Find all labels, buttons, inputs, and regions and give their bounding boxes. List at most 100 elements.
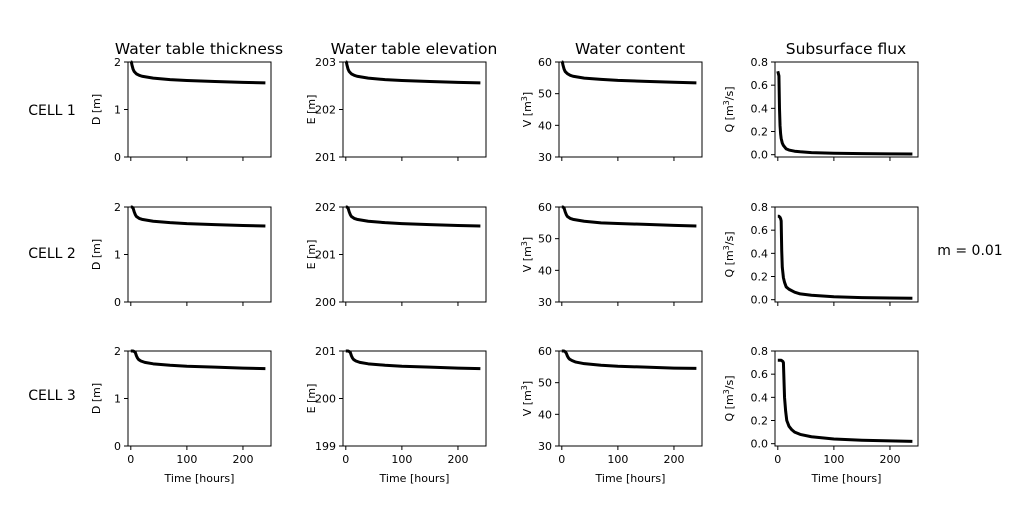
y-axis-label: V [m3] bbox=[520, 237, 535, 272]
y-tick-label: 0.8 bbox=[751, 56, 769, 69]
x-axis-label: Time [hours] bbox=[164, 472, 235, 485]
y-axis-label: D [m] bbox=[90, 94, 103, 125]
x-tick-label: 0 bbox=[342, 453, 349, 466]
x-tick-label: 100 bbox=[607, 453, 628, 466]
x-tick-label: 0 bbox=[127, 453, 134, 466]
y-tick-label: 0 bbox=[114, 296, 121, 309]
y-tick-label: 0.2 bbox=[751, 126, 769, 139]
y-tick-label: 60 bbox=[538, 345, 552, 358]
y-axis-label: Q [m3/s] bbox=[722, 87, 737, 133]
x-tick-label: 200 bbox=[232, 453, 253, 466]
x-tick-label: 0 bbox=[774, 453, 781, 466]
y-tick-label: 50 bbox=[538, 377, 552, 390]
panel-r3c1: 0 1 2 0 100 200 D [m] Time [hours] bbox=[90, 345, 272, 485]
column-title-1: Water table thickness bbox=[115, 40, 283, 58]
data-line bbox=[776, 70, 913, 156]
data-line bbox=[130, 349, 266, 371]
y-axis-label: D [m] bbox=[90, 383, 103, 414]
axes-frame bbox=[774, 206, 919, 303]
y-axis-label: E [m] bbox=[305, 240, 318, 270]
axes-frame bbox=[558, 350, 703, 447]
column-title-3: Water content bbox=[575, 40, 685, 58]
x-tick-label: 200 bbox=[663, 453, 684, 466]
data-line bbox=[130, 205, 266, 228]
y-axis-label: Q [m3/s] bbox=[722, 232, 737, 278]
y-axis-label: D [m] bbox=[90, 239, 103, 270]
y-tick-label: 30 bbox=[538, 151, 552, 164]
y-tick-label: 30 bbox=[538, 440, 552, 453]
y-tick-label: 1 bbox=[114, 104, 121, 117]
panel-r2c1: 0 1 2 D [m] bbox=[90, 201, 272, 309]
y-tick-label: 2 bbox=[114, 56, 121, 69]
column-title-2: Water table elevation bbox=[331, 40, 498, 58]
x-tick-label: 0 bbox=[558, 453, 565, 466]
y-tick-label: 60 bbox=[538, 56, 552, 69]
y-tick-label: 0.4 bbox=[751, 247, 769, 260]
axes-frame bbox=[774, 61, 919, 158]
panel-r2c2: 200 201 202 E [m] bbox=[305, 201, 487, 309]
axes-frame bbox=[558, 61, 703, 158]
y-tick-label: 0.6 bbox=[751, 368, 769, 381]
data-line bbox=[344, 60, 481, 85]
y-tick-label: 40 bbox=[538, 408, 552, 421]
data-line bbox=[777, 358, 913, 443]
y-tick-label: 2 bbox=[114, 345, 121, 358]
y-tick-label: 40 bbox=[538, 264, 552, 277]
y-axis-label: E [m] bbox=[305, 95, 318, 125]
y-tick-label: 0.0 bbox=[751, 438, 769, 451]
column-title-4: Subsurface flux bbox=[786, 40, 906, 58]
x-axis-label: Time [hours] bbox=[811, 472, 882, 485]
row-label-1: CELL 1 bbox=[28, 103, 76, 119]
axes-frame bbox=[774, 350, 919, 447]
y-axis-label: V [m3] bbox=[520, 92, 535, 127]
y-tick-label: 2 bbox=[114, 201, 121, 214]
x-tick-label: 100 bbox=[391, 453, 412, 466]
y-tick-label: 201 bbox=[315, 151, 336, 164]
x-tick-label: 100 bbox=[823, 453, 844, 466]
panel-r1c2: 201 202 203 E [m] bbox=[305, 56, 487, 164]
panel-r1c1: 0 1 2 D [m] bbox=[90, 56, 272, 164]
y-tick-label: 201 bbox=[315, 345, 336, 358]
x-tick-label: 200 bbox=[879, 453, 900, 466]
data-line bbox=[345, 205, 481, 228]
y-tick-label: 1 bbox=[114, 393, 121, 406]
y-tick-label: 200 bbox=[315, 296, 336, 309]
panel-r3c4: 0.0 0.2 0.4 0.6 0.8 0 100 200 Q [m3/s] Time [hour… bbox=[722, 345, 919, 485]
row-label-2: CELL 2 bbox=[28, 246, 76, 262]
y-tick-label: 0 bbox=[114, 440, 121, 453]
row-labels: CELL 1 CELL 2 CELL 3 bbox=[28, 103, 76, 404]
y-tick-label: 0 bbox=[114, 151, 121, 164]
data-line bbox=[560, 60, 697, 85]
column-titles: Water table thickness Water table elevat… bbox=[115, 40, 906, 58]
panel-r1c4: 0.0 0.2 0.4 0.6 0.8 Q [m3/s] bbox=[722, 56, 919, 162]
panel-r2c4: 0.0 0.2 0.4 0.6 0.8 Q [m3/s] bbox=[722, 201, 919, 307]
data-line bbox=[561, 205, 697, 228]
y-tick-label: 0.8 bbox=[751, 201, 769, 214]
y-axis-label: V [m3] bbox=[520, 381, 535, 416]
data-line bbox=[561, 349, 697, 370]
y-tick-label: 60 bbox=[538, 201, 552, 214]
y-tick-label: 0.6 bbox=[751, 224, 769, 237]
y-tick-label: 203 bbox=[315, 56, 336, 69]
x-axis-label: Time [hours] bbox=[595, 472, 666, 485]
y-axis-label: E [m] bbox=[305, 384, 318, 414]
y-tick-label: 0.2 bbox=[751, 271, 769, 284]
panel-r2c3: 30 40 50 60 V [m3] bbox=[520, 201, 703, 309]
panel-r1c3: 30 40 50 60 V [m3] bbox=[520, 56, 703, 164]
y-axis-label: Q [m3/s] bbox=[722, 376, 737, 422]
x-tick-label: 100 bbox=[176, 453, 197, 466]
y-tick-label: 199 bbox=[315, 440, 336, 453]
x-axis-label: Time [hours] bbox=[379, 472, 450, 485]
x-tick-label: 200 bbox=[447, 453, 468, 466]
y-tick-label: 0.2 bbox=[751, 415, 769, 428]
y-tick-label: 201 bbox=[315, 249, 336, 262]
y-tick-label: 40 bbox=[538, 119, 552, 132]
y-tick-label: 0.6 bbox=[751, 79, 769, 92]
y-tick-label: 202 bbox=[315, 201, 336, 214]
panel-r3c3: 30 40 50 60 0 100 200 V [m3] Time [hours] bbox=[520, 345, 703, 485]
side-label: m = 0.01 bbox=[937, 243, 1002, 259]
axes-frame bbox=[558, 206, 703, 303]
y-tick-label: 200 bbox=[315, 393, 336, 406]
